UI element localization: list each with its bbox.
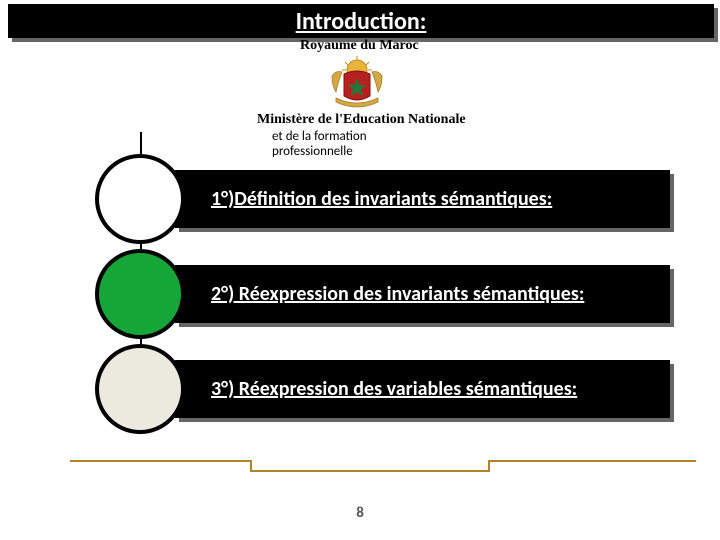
item-label-3: 3°) Réexpression des variables sémantiqu… [211,379,577,400]
item-bar-2: 2°) Réexpression des invariants sémantiq… [175,265,670,323]
royaume-text: Royaume du Maroc [300,38,419,54]
list-item: 1°)Définition des invariants sémantiques… [95,170,670,228]
item-bubble-3 [95,344,185,434]
title-bar: Introduction: [8,4,714,38]
item-bubble-2 [95,249,185,339]
item-bar-3: 3°) Réexpression des variables sémantiqu… [175,360,670,418]
subministry-text: et de la formation professionnelle [272,130,367,160]
item-bubble-1 [95,154,185,244]
item-bar-1: 1°)Définition des invariants sémantiques… [175,170,670,228]
page-title: Introduction: [296,7,427,36]
subministry-line2: professionnelle [272,144,353,159]
subministry-line1: et de la formation [272,129,367,144]
list-item: 3°) Réexpression des variables sémantiqu… [95,360,670,418]
item-label-2: 2°) Réexpression des invariants sémantiq… [211,284,584,305]
ministry-text: Ministère de l'Education Nationale [257,112,466,128]
coat-of-arms-icon [322,56,392,110]
list-item: 2°) Réexpression des invariants sémantiq… [95,265,670,323]
footer-divider [70,460,696,484]
page-number: 8 [0,504,720,522]
item-label-1: 1°)Définition des invariants sémantiques… [211,189,552,210]
